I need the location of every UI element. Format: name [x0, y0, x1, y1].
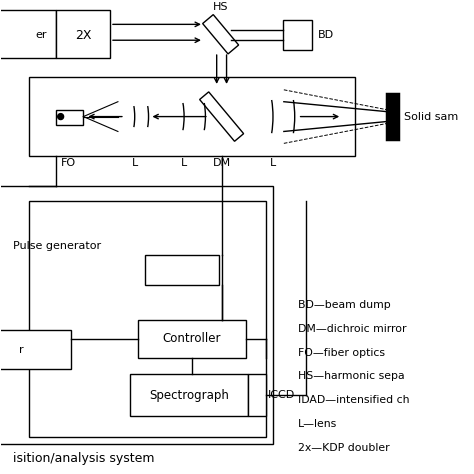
Bar [145, 255, 219, 285]
Text: L: L [270, 158, 276, 168]
Bar [56, 109, 83, 125]
Text: Pulse generator: Pulse generator [13, 240, 101, 250]
Polygon shape [203, 15, 238, 54]
Bar [29, 77, 355, 156]
Text: BD: BD [318, 30, 334, 40]
Text: 2X: 2X [75, 29, 91, 42]
Text: Controller: Controller [163, 332, 221, 345]
Text: 2x—KDP doubler: 2x—KDP doubler [298, 443, 389, 453]
Text: L: L [132, 158, 138, 168]
Text: BD—beam dump: BD—beam dump [298, 300, 391, 310]
Bar [29, 201, 266, 437]
Bar [56, 10, 110, 58]
Text: r: r [19, 345, 24, 355]
Text: er: er [35, 30, 46, 40]
Text: HS—harmonic sepa: HS—harmonic sepa [298, 372, 404, 382]
Text: Solid sam: Solid sam [404, 111, 458, 122]
Bar [130, 374, 248, 416]
Bar [283, 20, 312, 50]
Bar [0, 330, 71, 369]
Bar [0, 186, 273, 444]
Polygon shape [200, 92, 244, 141]
Text: ICCD: ICCD [268, 390, 295, 400]
Text: HS: HS [213, 2, 228, 12]
Bar [248, 374, 266, 416]
Text: DM: DM [212, 158, 231, 168]
Text: isition/analysis system: isition/analysis system [13, 452, 155, 465]
Bar [137, 320, 246, 357]
Text: DM—dichroic mirror: DM—dichroic mirror [298, 324, 406, 334]
Text: FO: FO [61, 158, 76, 168]
Text: IDAD—intensified ch: IDAD—intensified ch [298, 395, 409, 405]
Text: Spectrograph: Spectrograph [149, 389, 229, 402]
Bar [387, 94, 399, 139]
Text: L—lens: L—lens [298, 419, 337, 429]
Text: FO—fiber optics: FO—fiber optics [298, 347, 385, 357]
Circle shape [58, 114, 64, 119]
Text: L: L [181, 158, 187, 168]
Bar [0, 10, 56, 58]
